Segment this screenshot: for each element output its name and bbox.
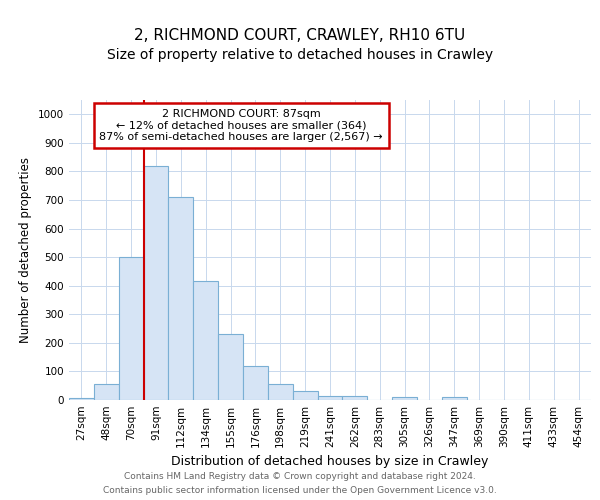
Text: Size of property relative to detached houses in Crawley: Size of property relative to detached ho… <box>107 48 493 62</box>
Bar <box>343 396 367 400</box>
Bar <box>193 282 218 400</box>
Text: Contains HM Land Registry data © Crown copyright and database right 2024.: Contains HM Land Registry data © Crown c… <box>124 472 476 481</box>
Bar <box>293 390 317 400</box>
Text: Contains public sector information licensed under the Open Government Licence v3: Contains public sector information licen… <box>103 486 497 495</box>
Text: 2 RICHMOND COURT: 87sqm
← 12% of detached houses are smaller (364)
87% of semi-d: 2 RICHMOND COURT: 87sqm ← 12% of detache… <box>100 109 383 142</box>
Bar <box>218 334 243 400</box>
Bar <box>119 257 143 400</box>
Bar <box>169 197 193 400</box>
Bar <box>392 397 417 400</box>
Bar <box>69 398 94 400</box>
Bar <box>442 397 467 400</box>
Bar <box>268 384 293 400</box>
Bar <box>94 384 119 400</box>
Bar <box>243 366 268 400</box>
Bar <box>143 166 169 400</box>
Bar <box>317 396 343 400</box>
Y-axis label: Number of detached properties: Number of detached properties <box>19 157 32 343</box>
Text: 2, RICHMOND COURT, CRAWLEY, RH10 6TU: 2, RICHMOND COURT, CRAWLEY, RH10 6TU <box>134 28 466 42</box>
X-axis label: Distribution of detached houses by size in Crawley: Distribution of detached houses by size … <box>172 456 488 468</box>
